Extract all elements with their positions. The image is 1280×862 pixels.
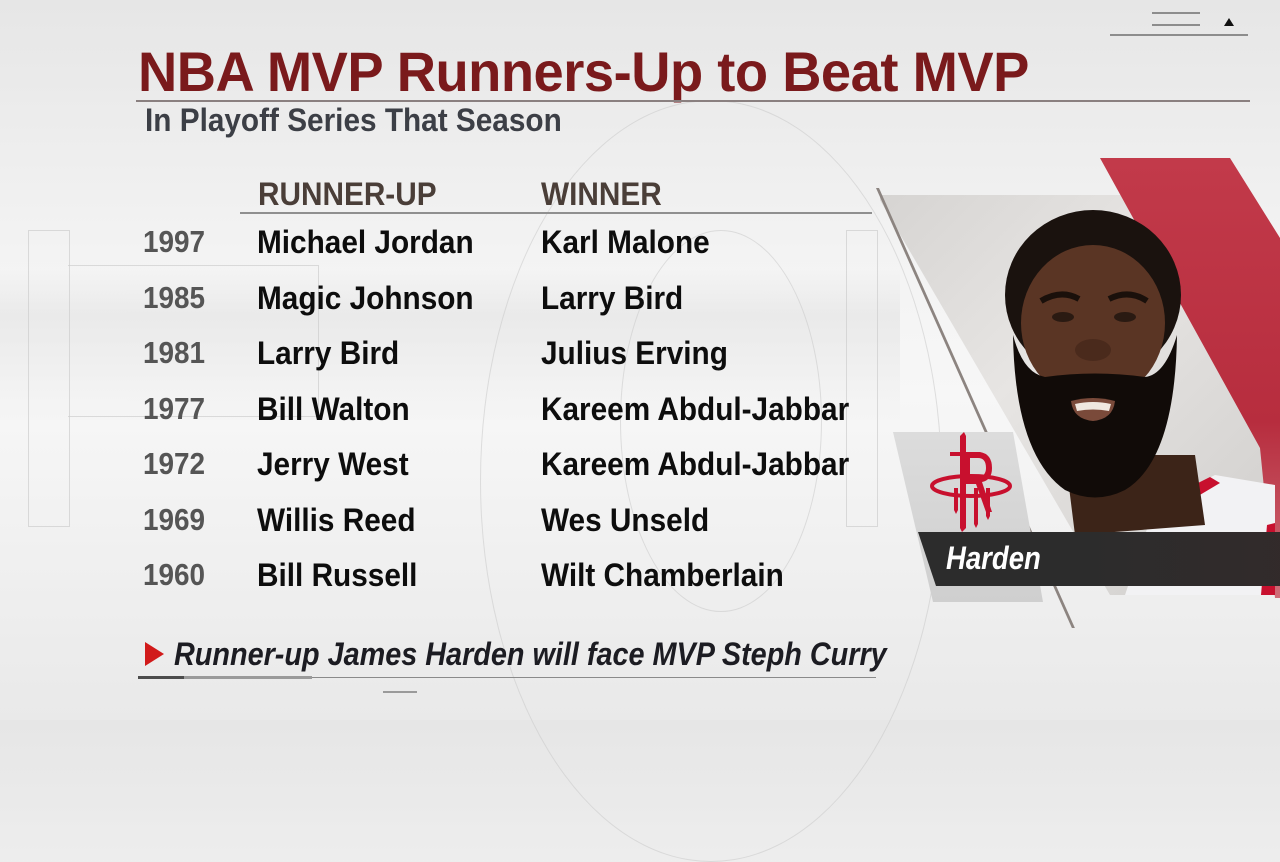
row-runner-up: Larry Bird: [257, 335, 400, 371]
table-row: 1997 Michael Jordan Karl Malone: [0, 224, 880, 280]
row-year: 1981: [143, 335, 206, 370]
footer-dash: [383, 691, 417, 693]
row-runner-up: Bill Russell: [257, 557, 418, 593]
table-row: 1977 Bill Walton Kareem Abdul-Jabbar: [0, 391, 880, 447]
title-divider: [136, 100, 1250, 102]
row-runner-up: Bill Walton: [257, 391, 410, 427]
row-year: 1977: [143, 391, 206, 426]
row-year: 1997: [143, 224, 206, 259]
row-winner: Larry Bird: [541, 280, 684, 316]
row-winner: Kareem Abdul-Jabbar: [541, 391, 850, 427]
corner-decoration: [1110, 8, 1250, 38]
row-winner: Kareem Abdul-Jabbar: [541, 446, 850, 482]
player-name-bar-fade: [1080, 532, 1280, 586]
player-name-bar: [918, 532, 1280, 586]
table-row: 1981 Larry Bird Julius Erving: [0, 335, 880, 391]
row-year: 1960: [143, 557, 206, 592]
row-runner-up: Jerry West: [257, 446, 409, 482]
footer-divider: [138, 677, 876, 678]
row-winner: Wilt Chamberlain: [541, 557, 784, 593]
row-runner-up: Magic Johnson: [257, 280, 474, 316]
row-year: 1972: [143, 446, 206, 481]
rockets-logo-icon: [930, 432, 1012, 532]
table-row: 1972 Jerry West Kareem Abdul-Jabbar: [0, 446, 880, 502]
row-winner: Karl Malone: [541, 224, 710, 260]
column-header-runner-up: RUNNER-UP: [258, 176, 437, 212]
row-year: 1985: [143, 280, 206, 315]
player-name: Harden: [946, 540, 1041, 576]
page-title: NBA MVP Runners-Up to Beat MVP: [138, 40, 1029, 103]
background-band: [0, 270, 900, 420]
row-year: 1969: [143, 502, 206, 537]
header-divider: [240, 212, 872, 214]
footer-divider-accent: [138, 676, 184, 679]
row-runner-up: Willis Reed: [257, 502, 416, 538]
play-triangle-icon: [145, 642, 164, 666]
footer-note: Runner-up James Harden will face MVP Ste…: [174, 636, 887, 672]
page-subtitle: In Playoff Series That Season: [145, 102, 562, 138]
triangle-up-icon: [1224, 18, 1234, 26]
footer-divider-accent: [184, 676, 312, 679]
table-row: 1985 Magic Johnson Larry Bird: [0, 280, 880, 336]
row-winner: Julius Erving: [541, 335, 728, 371]
row-winner: Wes Unseld: [541, 502, 710, 538]
table-row: 1960 Bill Russell Wilt Chamberlain: [0, 557, 880, 613]
row-runner-up: Michael Jordan: [257, 224, 474, 260]
table-row: 1969 Willis Reed Wes Unseld: [0, 502, 880, 558]
column-header-winner: WINNER: [541, 176, 662, 212]
